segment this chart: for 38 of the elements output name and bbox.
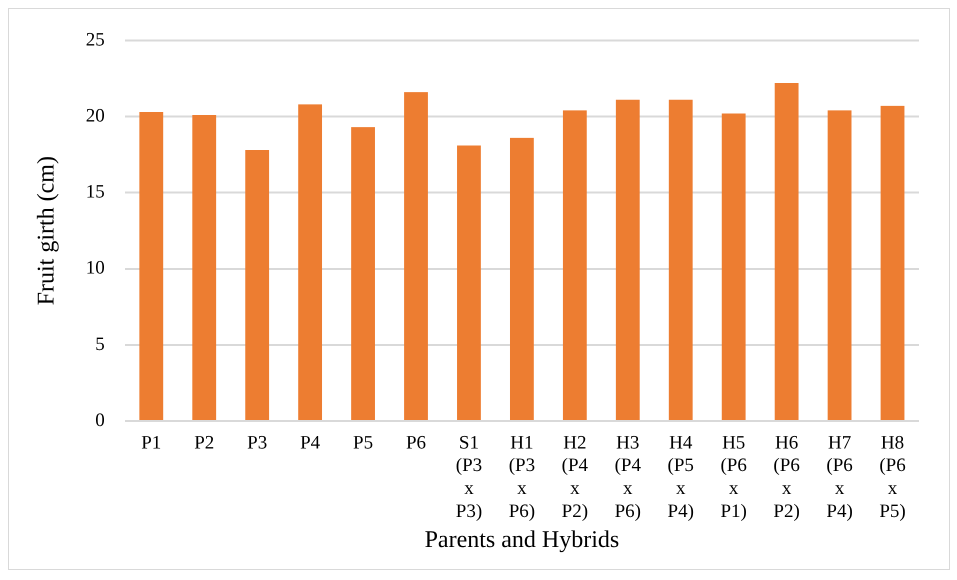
y-tick-label: 25	[86, 29, 105, 50]
x-tick-label: H4 (P5 x P4)	[668, 432, 694, 522]
x-tick-label: P6	[406, 432, 426, 454]
x-tick-label: P4	[300, 432, 321, 454]
y-tick-label: 0	[95, 410, 105, 431]
x-axis-title: Parents and Hybrids	[424, 526, 620, 553]
y-tick-label: 20	[86, 106, 105, 127]
bar	[668, 100, 693, 420]
y-tick-label: 5	[95, 334, 105, 355]
bar	[245, 150, 270, 420]
x-tick-label: P2	[194, 432, 214, 454]
bar	[616, 100, 640, 420]
x-tick-label: H2 (P4 x P2)	[562, 432, 589, 522]
x-tick-label: H8 (P6 x P5)	[879, 432, 906, 522]
bar	[351, 127, 375, 420]
y-tick-label: 15	[86, 182, 105, 203]
y-tick-label: 10	[86, 258, 105, 279]
x-tick-label: H7 (P6 x P4)	[826, 432, 853, 522]
bar	[139, 112, 164, 420]
bar	[298, 104, 322, 420]
x-tick-label: H3 (P4 x P6)	[614, 432, 642, 522]
x-tick-label: P3	[247, 432, 268, 454]
x-tick-label: S1 (P3 x P3)	[456, 432, 482, 522]
x-tick-label: H1 (P3 x P6)	[508, 432, 536, 522]
bar	[774, 83, 799, 420]
x-tick-label: H6 (P6 x P2)	[773, 432, 800, 522]
bar	[722, 113, 746, 420]
bar	[192, 115, 216, 420]
bar	[404, 92, 428, 420]
bar	[828, 110, 852, 420]
bar	[457, 145, 481, 420]
bar	[880, 106, 904, 420]
bar	[510, 138, 534, 420]
x-tick-label: P1	[141, 432, 162, 454]
x-tick-label: P5	[353, 432, 374, 454]
bar	[562, 110, 587, 420]
x-tick-label: H5 (P6 x P1)	[720, 432, 747, 522]
y-axis-title: Fruit girth (cm)	[34, 156, 60, 306]
